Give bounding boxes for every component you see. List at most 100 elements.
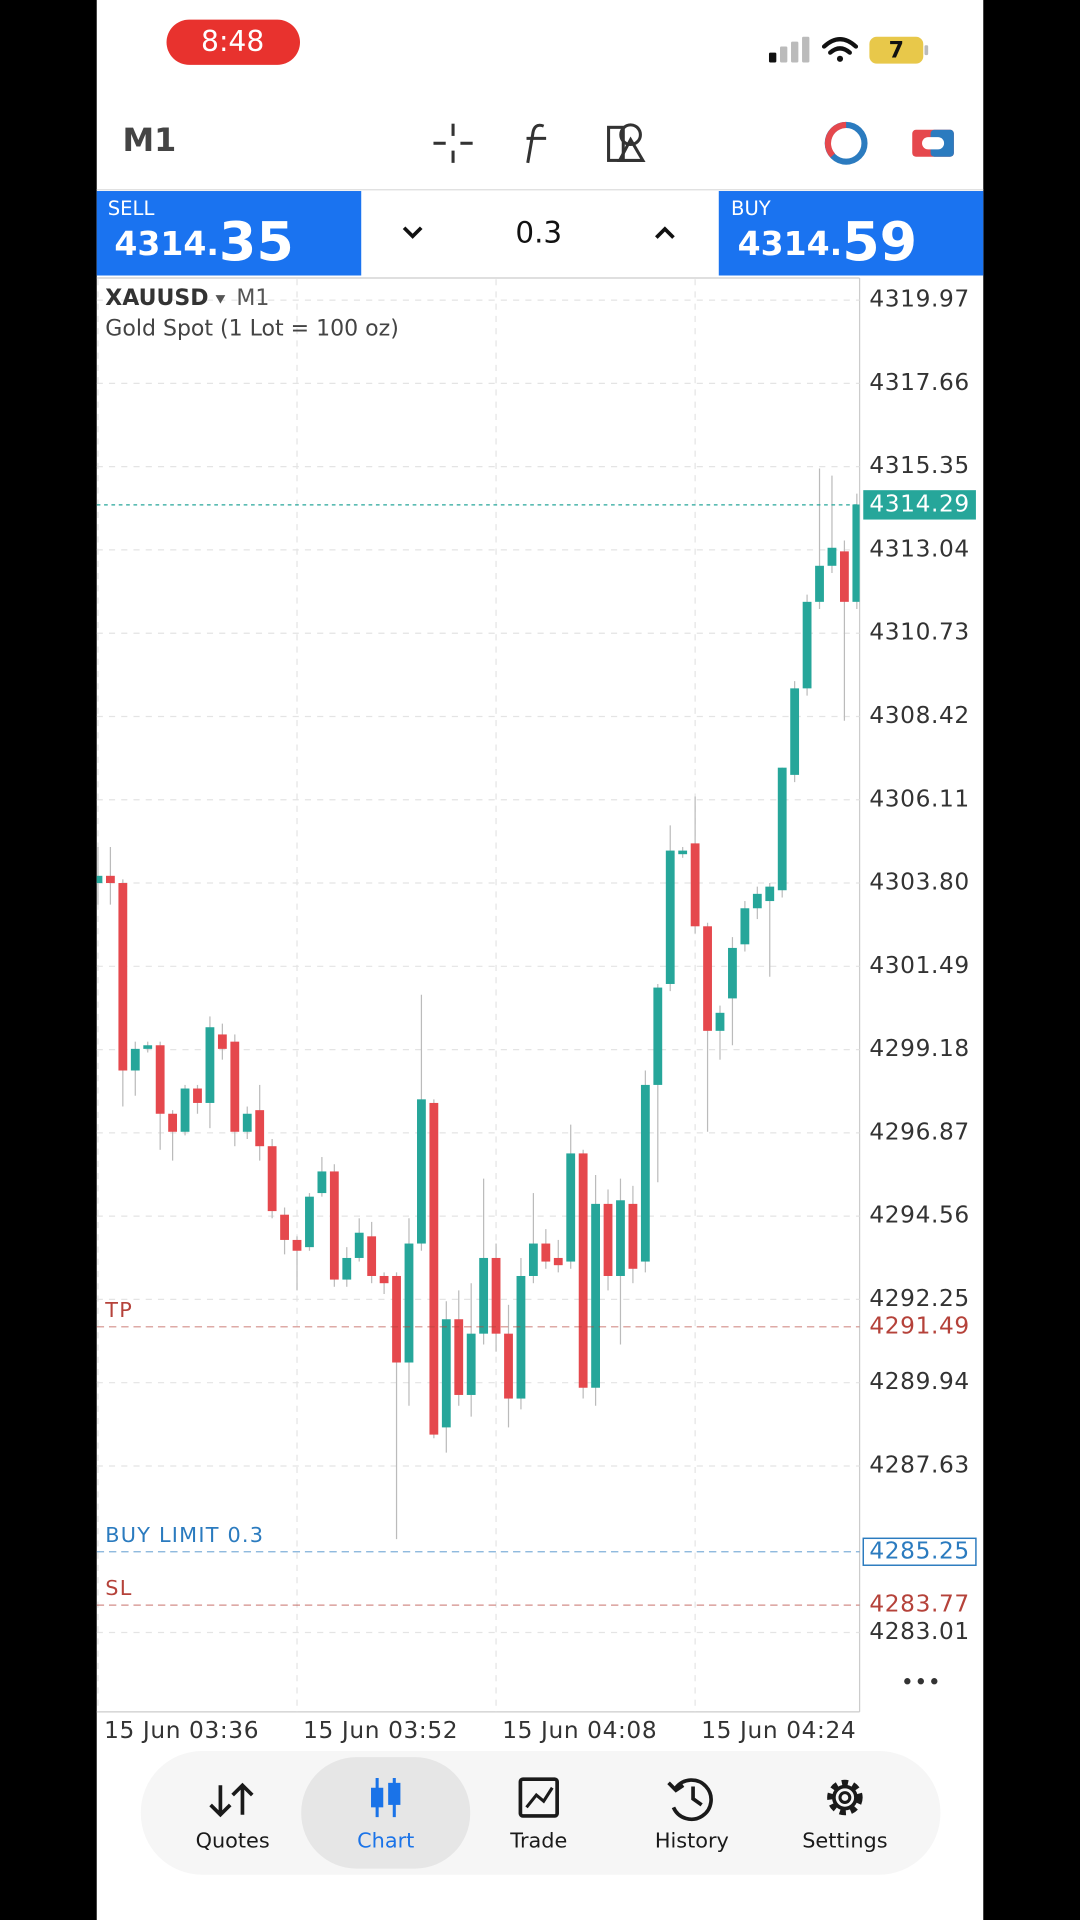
candle-body (752, 893, 762, 909)
buy-button[interactable] (718, 191, 984, 276)
level-price: 4291.49 (869, 1312, 969, 1339)
candle-body (329, 1171, 339, 1280)
tab-settings[interactable]: Settings (802, 1779, 888, 1853)
y-tick-label: 4292.25 (869, 1285, 969, 1312)
candle-body (578, 1153, 588, 1388)
candle-body (640, 1084, 650, 1262)
signal-icon (768, 36, 810, 63)
candle-body (653, 987, 663, 1085)
candle-body (591, 1203, 600, 1388)
candle-body (280, 1214, 289, 1240)
tab-bar (140, 1751, 941, 1875)
candle-body (155, 1045, 165, 1114)
candle-body (740, 908, 750, 945)
tab-items: Quotes Chart Trade History Settings (196, 1757, 888, 1869)
level-price-box (862, 1537, 977, 1566)
candle-body (516, 1275, 526, 1399)
x-tick-label: 15 Jun 04:08 (502, 1717, 657, 1744)
app-background (96, 0, 984, 1920)
candle-body (417, 1099, 426, 1244)
candle-body (777, 767, 787, 891)
candle-body (678, 850, 688, 855)
buy-price-prefix: 4314. (738, 223, 843, 262)
candle-body (628, 1203, 638, 1269)
candle-body (665, 850, 675, 984)
candle-body (528, 1243, 538, 1276)
candle-body (541, 1243, 551, 1262)
y-tick-label: 4301.49 (869, 952, 969, 979)
x-tick-label: 15 Jun 03:36 (104, 1717, 259, 1744)
y-tick-label: 4283.01 (869, 1618, 969, 1645)
y-tick-label: 4289.94 (869, 1368, 969, 1395)
candle-body (205, 1027, 215, 1103)
sell-button[interactable] (96, 191, 362, 276)
candle-body (255, 1110, 265, 1147)
candle-body (790, 688, 800, 775)
volume-value[interactable]: 0.3 (515, 215, 562, 249)
candle-body (703, 926, 712, 1031)
grid (96, 279, 860, 1712)
battery-level: 7 (889, 38, 904, 63)
tab-quotes[interactable]: Quotes (196, 1782, 270, 1853)
y-tick-label: 4315.35 (869, 452, 969, 479)
volume-up-button[interactable] (655, 226, 675, 239)
y-tick-label: 4313.04 (869, 535, 969, 562)
account-button[interactable] (824, 121, 868, 165)
chart-symbol[interactable]: XAUUSD (105, 286, 208, 311)
candle-body (242, 1113, 252, 1132)
candle-body (379, 1275, 389, 1284)
candle-body (827, 547, 837, 566)
objects-button[interactable] (607, 123, 646, 162)
candle-body (217, 1034, 227, 1049)
y-tick-label: 4299.18 (869, 1035, 969, 1062)
sell-price-prefix: 4314. (114, 223, 219, 262)
candle-body (852, 504, 860, 602)
y-tick-label: 4294.56 (869, 1202, 969, 1229)
candle-body (105, 875, 115, 884)
chart-timeframe: M1 (236, 286, 269, 311)
candle-body (180, 1088, 190, 1132)
y-tick-label: 4296.87 (869, 1118, 969, 1145)
y-tick-label: 4308.42 (869, 702, 969, 729)
y-tick-label: 4319.97 (869, 286, 969, 313)
tab-label: History (655, 1829, 729, 1853)
battery-cap (924, 45, 929, 56)
level-label: BUY LIMIT 0.3 (105, 1523, 264, 1547)
overlay: 4319.97 4317.66 4315.35 4313.04 4310.73 4308.… (104, 286, 977, 1744)
y-tick-label: 4306.11 (869, 785, 969, 812)
symbol-dropdown[interactable] (215, 295, 226, 304)
tab-chart[interactable]: Chart (301, 1757, 471, 1869)
candle-body (130, 1048, 140, 1071)
candle-body (603, 1203, 613, 1276)
candle-body (815, 565, 824, 602)
time-pill (166, 19, 300, 65)
level-label: TP (104, 1298, 133, 1322)
volume-down-button[interactable] (402, 226, 423, 239)
candle-body (292, 1239, 302, 1251)
level-price: 4285.25 (869, 1537, 969, 1564)
crosshair-button[interactable] (433, 123, 473, 163)
candle-body (118, 883, 128, 1071)
indicators-button[interactable] (526, 123, 547, 164)
candle-body (840, 551, 849, 602)
candle-body (504, 1333, 513, 1399)
toolbar-timeframe[interactable]: M1 (122, 121, 176, 159)
x-tick-label: 15 Jun 03:52 (303, 1717, 458, 1744)
sell-price: 4314.35 (114, 210, 293, 273)
tab-label: Settings (802, 1829, 887, 1853)
candle-body (143, 1045, 153, 1049)
x-tick-label: 15 Jun 04:24 (701, 1717, 856, 1744)
more-button[interactable] (904, 1678, 938, 1685)
status-time: 8:48 (201, 25, 264, 58)
level-price: 4283.77 (869, 1591, 969, 1618)
tab-trade[interactable]: Trade (509, 1777, 567, 1853)
candle-body (404, 1243, 414, 1363)
tab-history[interactable]: History (655, 1778, 729, 1853)
battery-icon (869, 36, 924, 64)
candle-body (317, 1171, 327, 1194)
chart-description: Gold Spot (1 Lot = 100 oz) (105, 316, 399, 341)
y-tick-label: 4310.73 (869, 619, 969, 646)
trade-mode-button[interactable] (912, 129, 954, 157)
candle-body (441, 1319, 451, 1428)
